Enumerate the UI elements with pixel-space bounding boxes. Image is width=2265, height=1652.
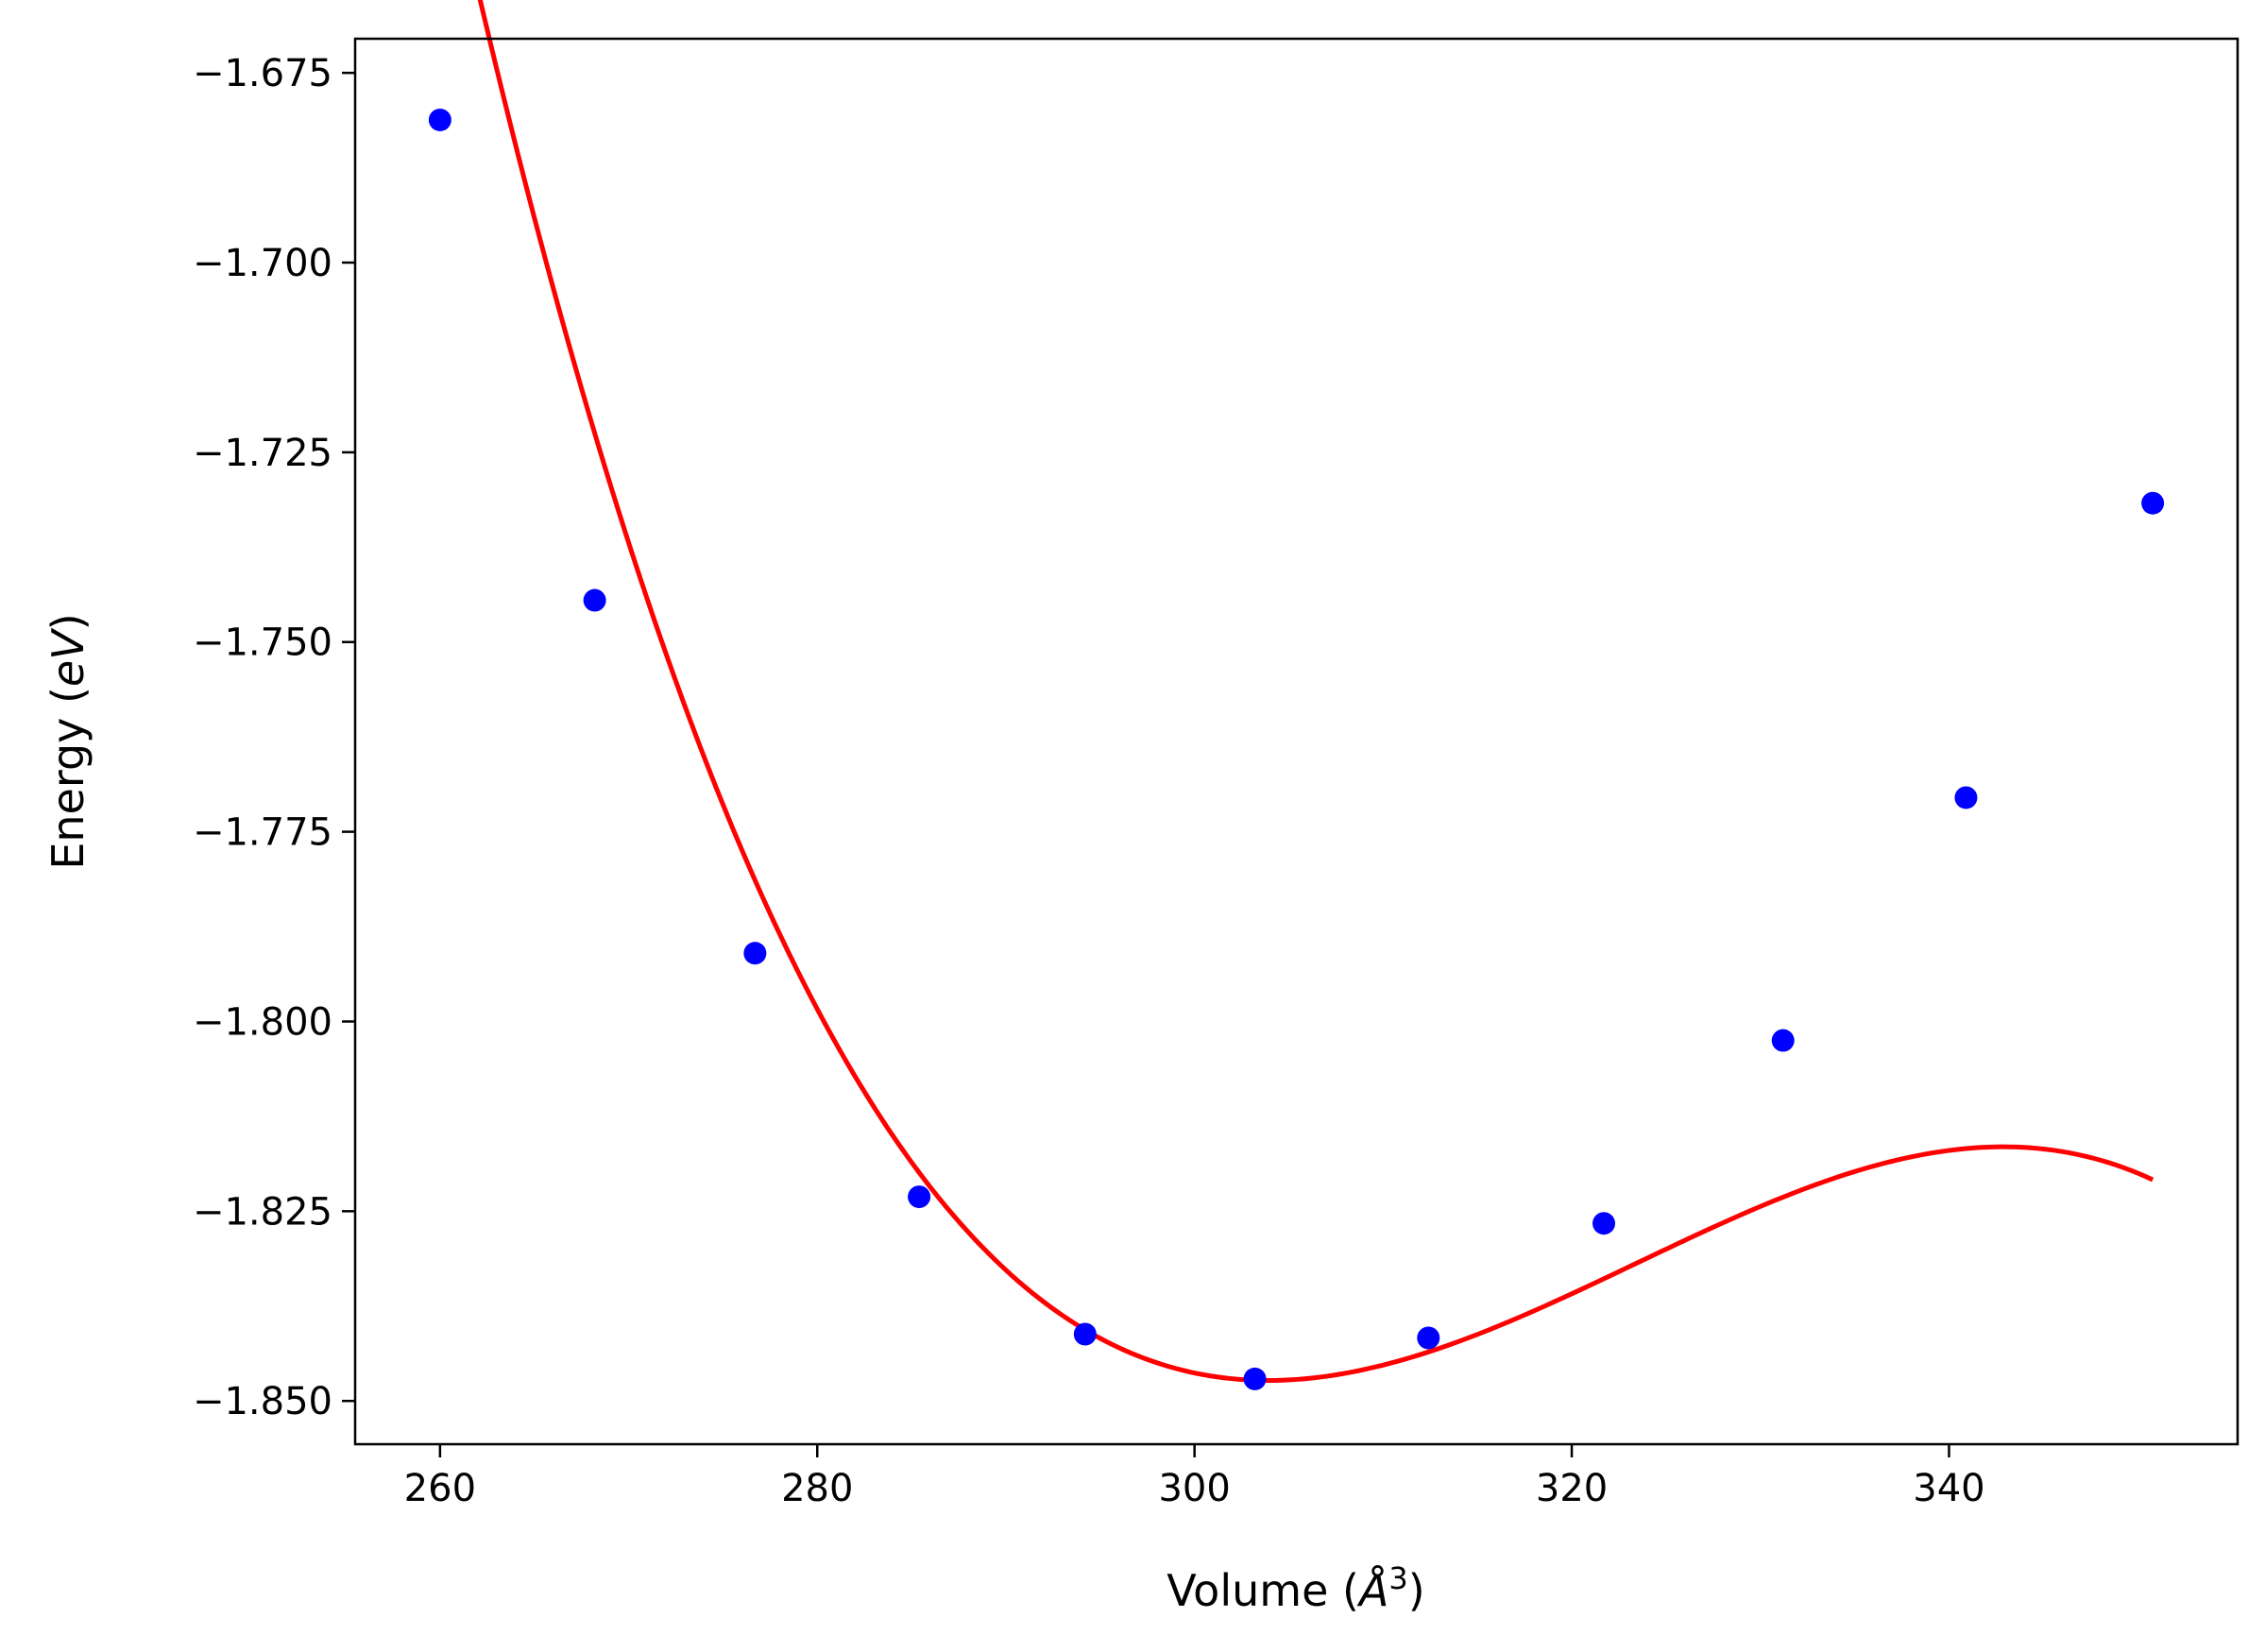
- x-tick-label: 340: [1913, 1467, 1984, 1510]
- x-axis: 260 280 300 320 340: [404, 1444, 1985, 1510]
- y-tick-label: −1.800: [193, 1000, 332, 1044]
- x-tick-label: 280: [781, 1467, 853, 1510]
- data-point: [1073, 1322, 1097, 1346]
- x-tick-label: 300: [1158, 1467, 1230, 1510]
- y-tick-label: −1.825: [193, 1190, 332, 1234]
- y-tick-label: −1.700: [193, 242, 332, 285]
- y-axis-label: Energy (eV): [43, 613, 94, 869]
- data-point: [1417, 1326, 1440, 1350]
- y-tick-label: −1.775: [193, 811, 332, 855]
- fit-curve-line: [477, 0, 2154, 1384]
- y-axis: −1.675 −1.700 −1.725 −1.750 −1.775 −1.800 −1.8…: [193, 52, 355, 1423]
- data-point: [1954, 786, 1978, 809]
- data-point: [1243, 1367, 1267, 1390]
- x-tick-label: 320: [1536, 1467, 1608, 1510]
- data-point: [1592, 1212, 1616, 1235]
- y-tick-label: −1.675: [193, 52, 332, 95]
- data-point: [583, 588, 606, 612]
- data-point: [1771, 1029, 1795, 1052]
- axes-frame: [353, 37, 2239, 1446]
- y-tick-label: −1.850: [193, 1380, 332, 1423]
- data-point: [908, 1185, 931, 1209]
- x-tick-label: 260: [404, 1467, 476, 1510]
- data-point: [2141, 491, 2165, 515]
- y-tick-label: −1.725: [193, 432, 332, 475]
- data-point: [743, 942, 767, 965]
- data-point: [428, 108, 451, 131]
- x-axis-label: Volume (Å3): [1167, 1560, 1424, 1616]
- plot-area: [428, 0, 2165, 1390]
- y-tick-label: −1.750: [193, 622, 332, 665]
